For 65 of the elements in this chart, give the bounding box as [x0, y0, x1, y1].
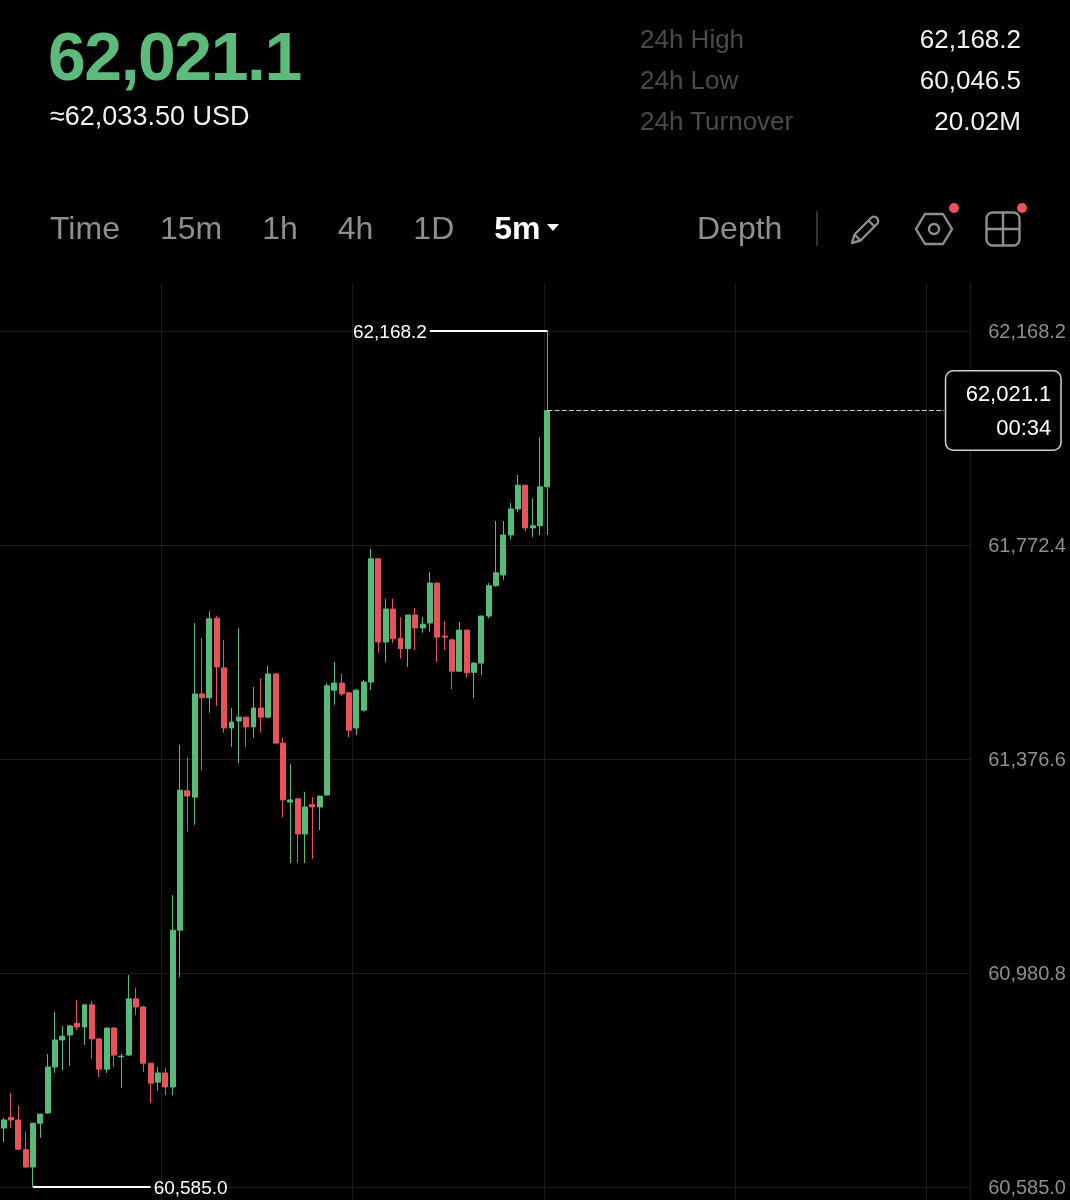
text: Time	[50, 210, 120, 246]
candlestick	[148, 1062, 154, 1104]
text: 1h	[262, 210, 298, 246]
candlestick	[236, 627, 242, 764]
text: 5m	[494, 210, 541, 246]
candlestick	[449, 638, 455, 690]
candlestick	[442, 620, 448, 651]
y-tick-label: 61,376.6	[988, 748, 1066, 771]
y-tick-label: 60,585.0	[988, 1176, 1066, 1199]
candlestick	[111, 1026, 117, 1068]
candlestick	[405, 614, 411, 668]
candlestick	[464, 629, 470, 678]
candlestick	[104, 1027, 110, 1074]
text: Depth	[697, 210, 783, 246]
y-tick-label: 60,980.8	[988, 962, 1066, 985]
text: 20.02M	[934, 106, 1021, 136]
text: 24h High	[640, 24, 745, 54]
candlestick	[456, 621, 462, 673]
text: 00:34	[996, 415, 1052, 441]
candlestick	[192, 622, 198, 826]
candlestick	[412, 607, 418, 651]
candlestick	[265, 665, 271, 719]
candlestick	[375, 557, 381, 654]
candlestick	[82, 1004, 87, 1046]
candlestick	[206, 610, 212, 714]
text: 1D	[413, 210, 455, 246]
y-tick-label: 62,168.2	[988, 320, 1066, 343]
candlestick	[309, 796, 315, 860]
candlestick	[302, 791, 308, 864]
candlestick	[390, 598, 396, 644]
candlestick	[522, 484, 528, 532]
candlestick	[251, 686, 256, 739]
candlestick	[243, 716, 249, 748]
annotation: 60,585.0	[153, 1176, 228, 1198]
candlestick	[155, 1066, 161, 1092]
candlestick	[74, 999, 80, 1031]
text: 24h Turnover	[640, 106, 794, 136]
candlestick	[427, 571, 433, 633]
text: 24h Low	[640, 65, 739, 95]
candlestick	[199, 637, 205, 771]
annotation: 62,168.2	[352, 320, 427, 342]
text: 60,046.5	[919, 65, 1021, 95]
candlestick	[67, 1024, 73, 1067]
chart-subtitle: ≈62,033.50 USD	[50, 101, 250, 131]
candlestick	[353, 688, 359, 736]
text: 62,168.2	[919, 24, 1021, 54]
candlestick	[383, 598, 389, 663]
candlestick	[23, 1131, 29, 1169]
candlestick	[229, 707, 234, 748]
candlestick	[287, 763, 293, 864]
candlestick	[420, 616, 426, 634]
candlestick	[434, 582, 440, 663]
candlestick	[295, 797, 301, 864]
text: 4h	[337, 210, 374, 246]
candlestick	[398, 616, 403, 660]
candlestick	[1, 1117, 7, 1143]
candlestick	[126, 974, 132, 1057]
ref-line-label: 62,021.1	[965, 381, 1052, 407]
candlestick	[258, 677, 264, 734]
text: 15m	[159, 210, 223, 246]
y-tick-label: 61,772.4	[988, 534, 1066, 557]
candlestick	[162, 1067, 168, 1096]
candlestick	[184, 756, 190, 833]
candlestick	[118, 1053, 124, 1089]
chart-title: 62,021.1	[48, 18, 301, 94]
